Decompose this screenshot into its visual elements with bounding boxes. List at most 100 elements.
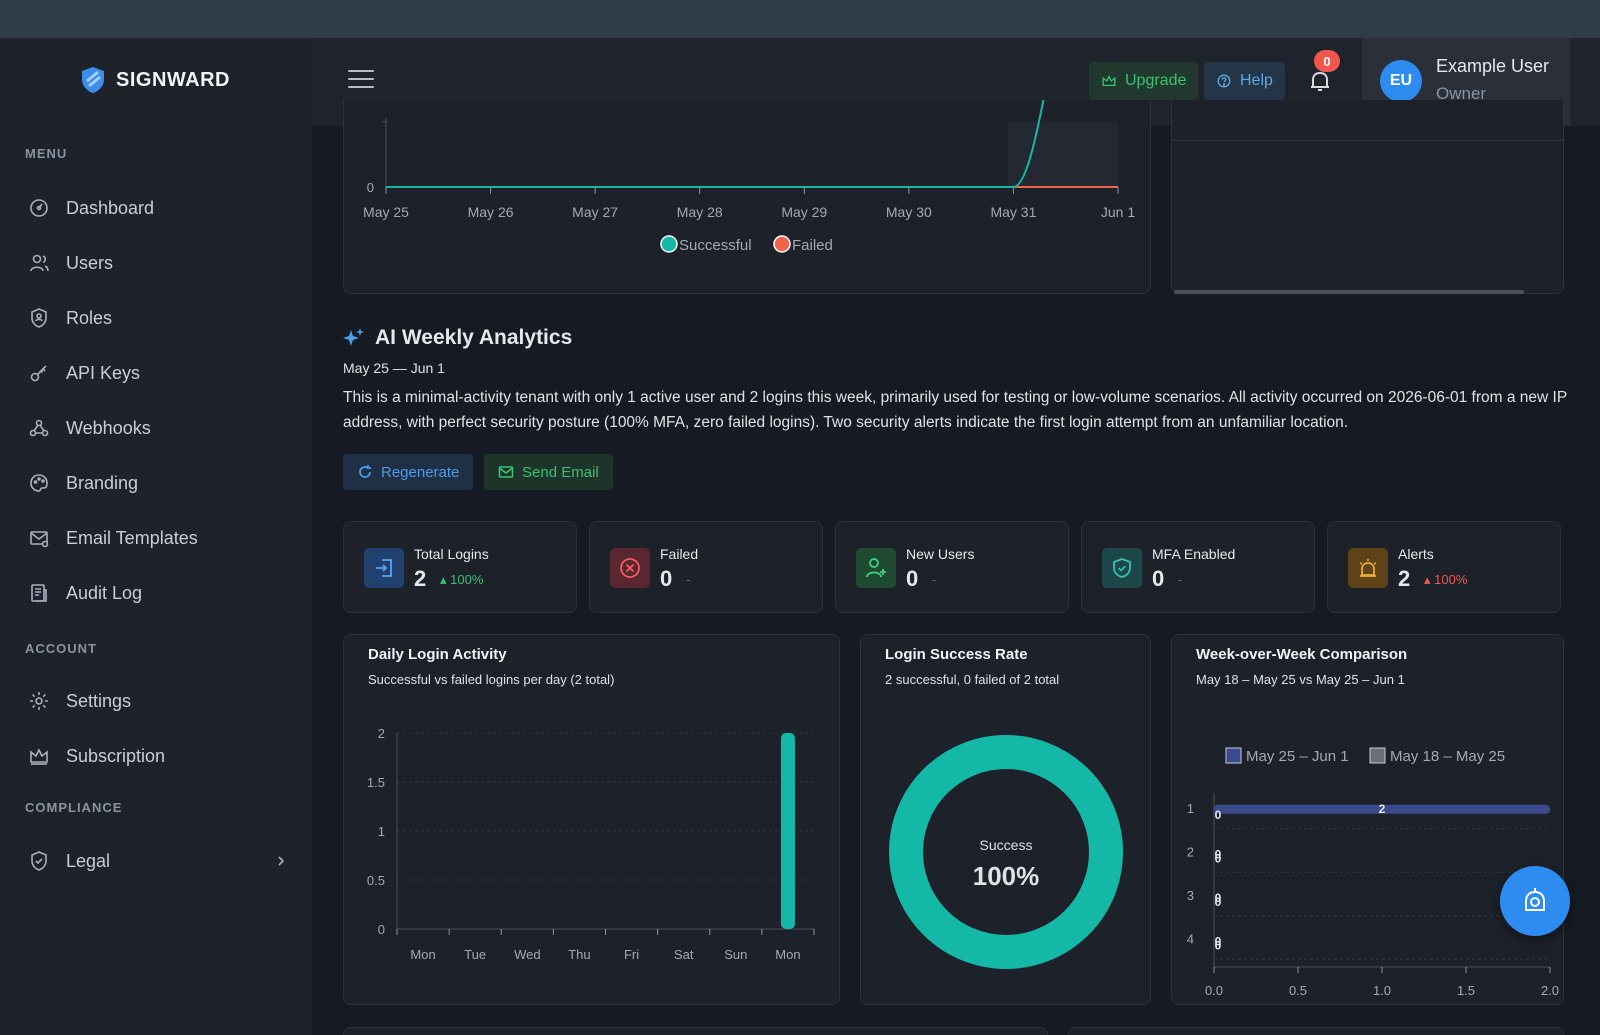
side-panel-card: [1171, 100, 1565, 294]
donut-center-label: Success: [980, 837, 1033, 853]
stat-value: 0: [906, 566, 919, 591]
x-tick-label: Sun: [724, 947, 747, 962]
y-tick-label: 3: [1187, 888, 1194, 903]
sidebar-item-label: Settings: [66, 690, 132, 711]
x-tick-label: May 27: [572, 204, 618, 220]
section-account: ACCOUNT: [25, 641, 97, 656]
stat-label: Alerts: [1398, 546, 1434, 562]
stat-delta: ▴ 100%: [1424, 572, 1468, 587]
crown-icon: [1102, 75, 1116, 87]
x-tick-label: May 30: [886, 204, 932, 220]
ai-title-text: AI Weekly Analytics: [375, 326, 573, 349]
stat-delta: -: [1178, 572, 1183, 587]
sidebar-item-email-templates[interactable]: Email Templates: [28, 518, 288, 558]
regenerate-button[interactable]: Regenerate: [343, 454, 474, 490]
x-circle-icon: [610, 548, 650, 588]
sidebar-item-label: Subscription: [66, 745, 166, 766]
x-tick-label: 2.0: [1541, 983, 1559, 998]
ai-summary: This is a minimal-activity tenant with o…: [343, 389, 1567, 431]
refresh-icon: [359, 465, 371, 478]
stat-label: Total Logins: [414, 546, 489, 562]
divider: [1172, 140, 1565, 141]
legend-swatch: [1225, 747, 1242, 764]
stat-value: 0: [660, 566, 673, 591]
x-tick-label: Tue: [464, 947, 486, 962]
sidebar-item-users[interactable]: Users: [28, 243, 288, 283]
week-comparison-card: Week-over-Week Comparison May 18 – May 2…: [1171, 634, 1564, 1005]
bottom-card-left: [343, 1027, 1048, 1035]
success-donut-chart: Success 100%: [889, 735, 1123, 969]
palette-icon: [30, 474, 48, 492]
sidebar-item-branding[interactable]: Branding: [28, 463, 288, 503]
sidebar-item-roles[interactable]: Roles: [28, 298, 288, 338]
chevron-right-icon: [278, 856, 285, 866]
sidebar-item-audit-log[interactable]: Audit Log: [28, 573, 288, 613]
stat-value: 2: [414, 566, 427, 591]
bell-icon[interactable]: [1307, 68, 1333, 94]
data-label: 0: [1215, 891, 1222, 905]
x-tick-label: Fri: [624, 947, 639, 962]
sidebar-item-label: Webhooks: [66, 417, 151, 438]
user-name: Example User: [1436, 56, 1550, 76]
stat-new-users: New Users 0 -: [835, 521, 1069, 613]
logo[interactable]: SIGNWARD: [80, 66, 230, 94]
sidebar-item-label: Audit Log: [66, 582, 143, 603]
sidebar: SIGNWARD MENU Dashboard Users Roles API …: [0, 38, 312, 1035]
legend-swatch: [1369, 747, 1386, 764]
stat-alerts: Alerts 2 ▴ 100%: [1327, 521, 1561, 613]
x-tick-label: Thu: [568, 947, 590, 962]
user-plus-icon: [856, 548, 896, 588]
chart-subtitle: 2 successful, 0 failed of 2 total: [885, 672, 1060, 687]
bar-successful: [780, 733, 795, 929]
sidebar-item-subscription[interactable]: Subscription: [28, 736, 288, 776]
support-chat-button[interactable]: [1500, 866, 1570, 936]
avatar: EU: [1380, 60, 1422, 102]
shield-check-icon: [1102, 548, 1142, 588]
data-label: 0: [1215, 808, 1222, 822]
y-tick-label: 4: [1187, 931, 1194, 946]
daily-login-card: Daily Login Activity Successful vs faile…: [343, 634, 840, 1005]
x-tick-label: Jun 1: [1101, 204, 1135, 220]
x-tick-label: 0.0: [1205, 983, 1223, 998]
sidebar-item-webhooks[interactable]: Webhooks: [28, 408, 288, 448]
y-tick-label: 1: [1187, 801, 1194, 816]
donut-slice-success: [889, 735, 1123, 969]
sidebar-item-label: Branding: [66, 472, 139, 493]
sidebar-item-label: API Keys: [66, 362, 141, 383]
data-label: 0: [1215, 847, 1222, 861]
horizontal-scrollbar[interactable]: [1174, 290, 1524, 294]
support-icon: [1525, 888, 1545, 911]
sidebar-item-label: Email Templates: [66, 527, 198, 548]
sparkle-icon: [343, 328, 364, 346]
sidebar-item-legal[interactable]: Legal: [28, 841, 288, 881]
section-menu: MENU: [25, 146, 68, 161]
webhook-icon: [29, 419, 49, 437]
x-tick-label: Mon: [410, 947, 435, 962]
sidebar-item-label: Legal: [66, 850, 111, 871]
stat-delta: ▴ 100%: [440, 572, 484, 587]
week-comparison-chart: May 25 – Jun 1 May 18 – May 251 202 003 004 0…: [1187, 747, 1559, 998]
y-tick-label: 1: [378, 824, 385, 839]
sidebar-item-api-keys[interactable]: API Keys: [28, 353, 288, 393]
help-button[interactable]: Help: [1204, 62, 1285, 100]
x-tick-label: 0.5: [1289, 983, 1307, 998]
send-email-button[interactable]: Send Email: [484, 454, 613, 490]
shield-check-icon: [31, 851, 47, 871]
menu-toggle-button[interactable]: [348, 70, 374, 90]
upgrade-button[interactable]: Upgrade: [1089, 62, 1199, 100]
bottom-card-right: [1068, 1027, 1564, 1035]
stat-mfa-enabled: MFA Enabled 0 -: [1081, 521, 1315, 613]
sidebar-item-label: Dashboard: [66, 197, 155, 218]
data-label: 2: [1379, 802, 1386, 816]
y-tick-label: 2: [378, 726, 385, 741]
mail-icon: [498, 466, 514, 478]
data-label: 0: [1215, 851, 1222, 865]
legend-label: May 25 – Jun 1: [1246, 748, 1349, 765]
sidebar-item-settings[interactable]: Settings: [28, 681, 288, 721]
section-compliance: COMPLIANCE: [25, 800, 123, 815]
y-tick-label: 0.5: [367, 873, 385, 888]
legend-swatch: [660, 235, 678, 253]
help-label: Help: [1240, 72, 1273, 89]
chart-title: Week-over-Week Comparison: [1196, 646, 1408, 663]
sidebar-item-dashboard[interactable]: Dashboard: [28, 188, 288, 228]
